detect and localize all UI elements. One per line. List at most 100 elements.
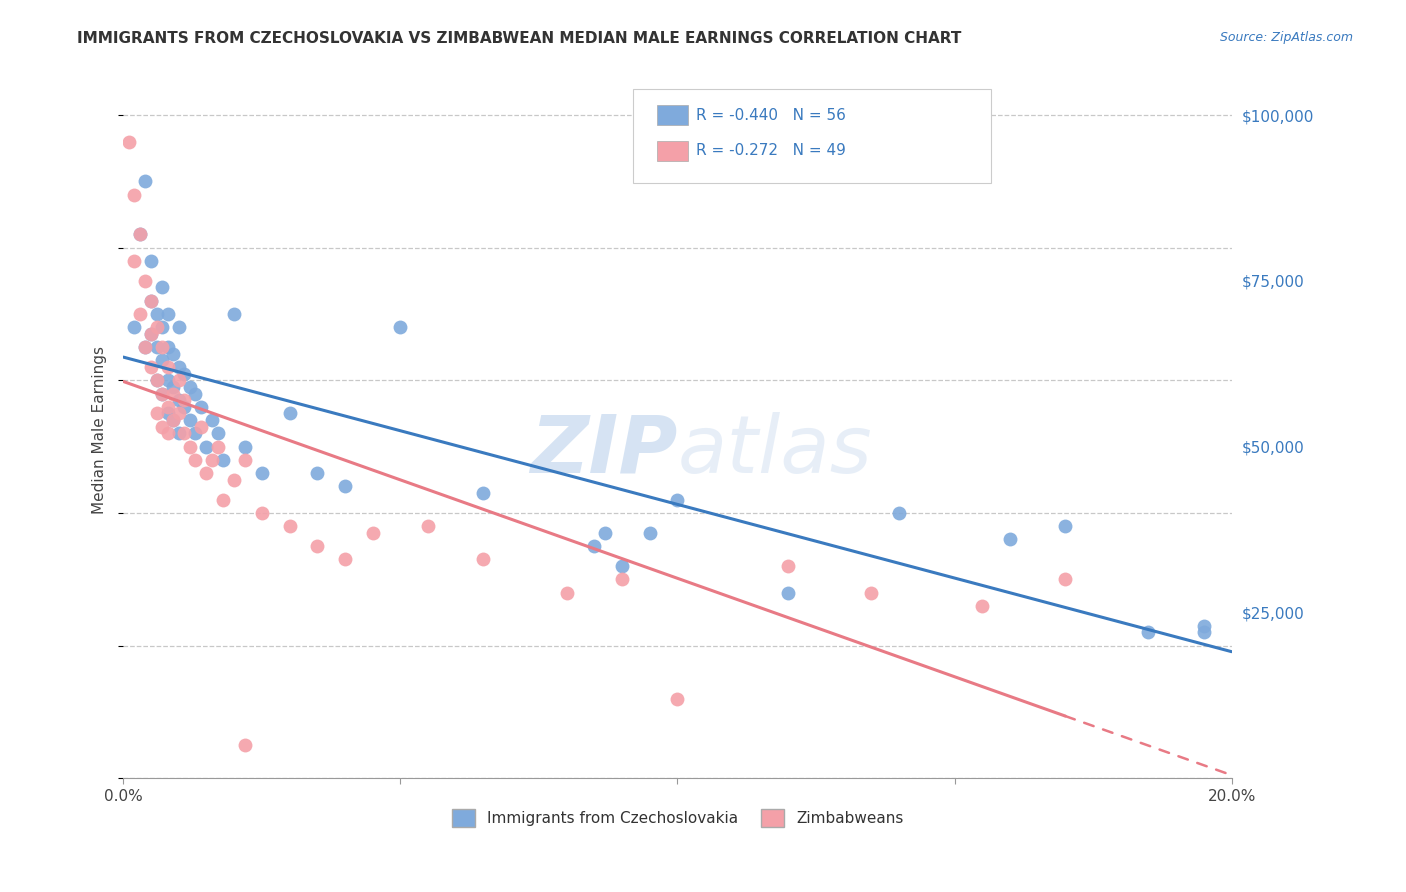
Point xyxy=(233,440,256,454)
Point xyxy=(156,373,179,387)
Point xyxy=(184,426,207,441)
Point xyxy=(118,135,141,149)
Point xyxy=(610,559,633,574)
Point xyxy=(278,407,301,421)
Point xyxy=(860,585,883,599)
Point xyxy=(195,466,218,480)
Point xyxy=(139,293,162,308)
Point xyxy=(212,492,235,507)
Point xyxy=(150,280,173,294)
Point xyxy=(145,307,167,321)
Point xyxy=(173,393,195,408)
Point xyxy=(190,419,212,434)
Point xyxy=(195,440,218,454)
Point xyxy=(167,360,190,375)
Point xyxy=(389,320,412,334)
Point xyxy=(201,413,224,427)
Point xyxy=(156,426,179,441)
Point xyxy=(278,519,301,533)
Text: IMMIGRANTS FROM CZECHOSLOVAKIA VS ZIMBABWEAN MEDIAN MALE EARNINGS CORRELATION CH: IMMIGRANTS FROM CZECHOSLOVAKIA VS ZIMBAB… xyxy=(77,31,962,46)
Point xyxy=(150,386,173,401)
Point xyxy=(124,187,146,202)
Point xyxy=(179,440,201,454)
Point xyxy=(184,386,207,401)
Point xyxy=(307,539,329,553)
Point xyxy=(129,307,152,321)
Point xyxy=(167,320,190,334)
Point xyxy=(139,360,162,375)
Text: R = -0.440   N = 56: R = -0.440 N = 56 xyxy=(696,108,846,122)
Point xyxy=(156,307,179,321)
Point xyxy=(333,552,356,566)
Point xyxy=(610,572,633,586)
Point xyxy=(361,525,384,540)
Point xyxy=(638,525,661,540)
Point xyxy=(173,400,195,414)
Point xyxy=(145,373,167,387)
Point xyxy=(162,386,184,401)
Point xyxy=(333,479,356,493)
Point xyxy=(150,386,173,401)
Point xyxy=(472,486,495,500)
Point xyxy=(162,380,184,394)
Point xyxy=(167,393,190,408)
Point xyxy=(134,274,156,288)
Point xyxy=(139,254,162,268)
Text: ZIP: ZIP xyxy=(530,412,678,490)
Text: R = -0.272   N = 49: R = -0.272 N = 49 xyxy=(696,144,846,158)
Point xyxy=(1192,618,1215,632)
Point xyxy=(145,407,167,421)
Point xyxy=(887,506,910,520)
Point xyxy=(233,453,256,467)
Point xyxy=(224,307,246,321)
Point xyxy=(224,473,246,487)
Point xyxy=(145,340,167,354)
Point xyxy=(124,254,146,268)
Point xyxy=(134,174,156,188)
Point xyxy=(307,466,329,480)
Point xyxy=(156,407,179,421)
Point xyxy=(998,533,1021,547)
Point xyxy=(167,407,190,421)
Point xyxy=(778,559,800,574)
Point xyxy=(156,400,179,414)
Point xyxy=(1137,625,1160,640)
Point xyxy=(184,453,207,467)
Point xyxy=(416,519,439,533)
Point xyxy=(139,326,162,341)
Point xyxy=(145,373,167,387)
Text: atlas: atlas xyxy=(678,412,872,490)
Point xyxy=(207,426,229,441)
Point xyxy=(129,227,152,242)
Point xyxy=(250,466,273,480)
Point xyxy=(129,227,152,242)
Point xyxy=(156,340,179,354)
Point xyxy=(162,347,184,361)
Point xyxy=(150,353,173,368)
Point xyxy=(1054,519,1077,533)
Point xyxy=(666,492,689,507)
Point xyxy=(207,440,229,454)
Legend: Immigrants from Czechoslovakia, Zimbabweans: Immigrants from Czechoslovakia, Zimbabwe… xyxy=(446,803,910,833)
Point xyxy=(179,413,201,427)
Point xyxy=(1192,625,1215,640)
Point xyxy=(666,691,689,706)
Point xyxy=(972,599,994,613)
Point xyxy=(173,426,195,441)
Point xyxy=(162,413,184,427)
Point xyxy=(179,380,201,394)
Point xyxy=(124,320,146,334)
Point xyxy=(472,552,495,566)
Point xyxy=(583,539,606,553)
Point xyxy=(190,400,212,414)
Point xyxy=(167,373,190,387)
Point xyxy=(555,585,578,599)
Point xyxy=(1054,572,1077,586)
Point xyxy=(173,367,195,381)
Point xyxy=(778,585,800,599)
Point xyxy=(150,419,173,434)
Point xyxy=(201,453,224,467)
Point xyxy=(595,525,617,540)
Text: Source: ZipAtlas.com: Source: ZipAtlas.com xyxy=(1219,31,1353,45)
Point xyxy=(162,413,184,427)
